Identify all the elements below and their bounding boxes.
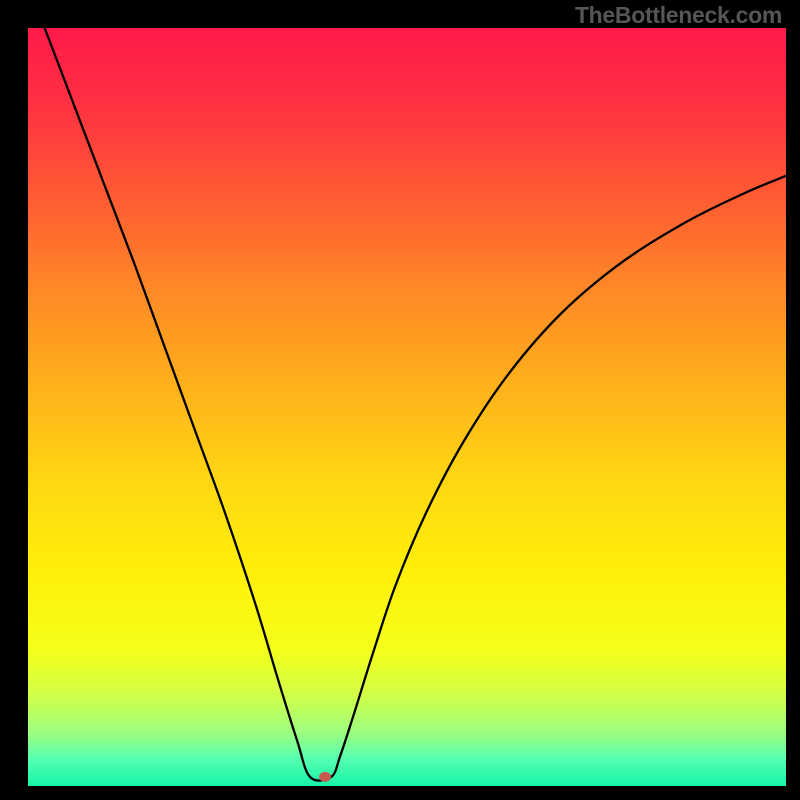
minimum-marker [319,772,331,782]
plot-background [28,28,786,786]
bottleneck-chart [0,0,800,800]
chart-frame: TheBottleneck.com [0,0,800,800]
